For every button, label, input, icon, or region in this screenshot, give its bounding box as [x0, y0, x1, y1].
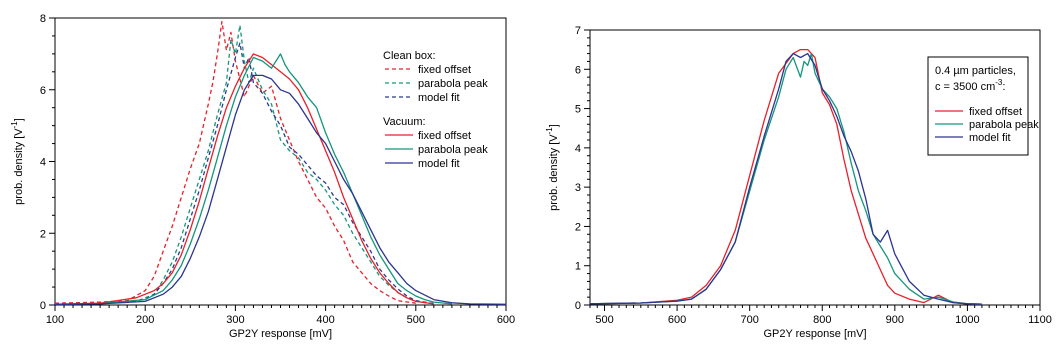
legend-entry-label: parabola peak: [418, 144, 488, 156]
legend-entry-label: parabola peak: [418, 78, 488, 90]
series-line-vacuum-fixed-offset: [54, 53, 434, 305]
legend-header-sup: -3: [995, 78, 1003, 87]
y-tick-label: 4: [575, 143, 581, 155]
legend-entry-label: parabola peak: [969, 119, 1039, 131]
legend-box: [927, 56, 1029, 156]
y-tick-label: 6: [575, 64, 581, 76]
x-tick-label: 200: [136, 314, 154, 326]
series-line-model-fit: [589, 52, 982, 305]
legend-entry-label: model fit: [418, 92, 460, 104]
x-tick-label: 1000: [955, 314, 979, 326]
x-tick-label: 600: [497, 314, 515, 326]
legend-header-line1: 0.4 µm particles,: [935, 65, 1016, 77]
y-tick-label: 5: [575, 104, 581, 116]
y-tick-label: 3: [575, 182, 581, 194]
legend-group-title: Vacuum:: [383, 116, 426, 128]
x-tick-label: 300: [226, 314, 244, 326]
legend-entry-label: fixed offset: [418, 130, 471, 142]
x-axis-label: GP2Y response [mV]: [229, 328, 332, 340]
legend-group-title: Clean box:: [383, 50, 436, 62]
y-axis-label: prob. density [V-1]: [545, 124, 560, 211]
legend-header-colon: :: [1002, 81, 1005, 93]
series-line-clean-box-model-fit: [54, 42, 434, 305]
x-tick-label: 500: [407, 314, 425, 326]
y-axis-label-end: ]: [548, 124, 560, 127]
series-line-clean-box-fixed-offset: [54, 20, 416, 304]
legend-entry-label: model fit: [969, 132, 1011, 144]
y-tick-label: 2: [40, 228, 46, 240]
x-tick-label: 500: [595, 314, 613, 326]
legend-entry-label: model fit: [418, 158, 460, 170]
x-tick-label: 900: [886, 314, 904, 326]
x-axis-label: GP2Y response [mV]: [763, 328, 866, 340]
y-tick-label: 7: [575, 25, 581, 37]
y-axis-label-end: ]: [13, 118, 25, 121]
y-tick-label: 2: [575, 221, 581, 233]
legend-entry-label: fixed offset: [969, 106, 1022, 118]
legend-header-text: c = 3500 cm: [935, 81, 995, 93]
y-axis-label: prob. density [V-1]: [10, 118, 25, 205]
y-tick-label: 8: [40, 13, 46, 25]
y-tick-label: 4: [40, 157, 46, 169]
series-line-parabola-peak: [589, 52, 982, 305]
right-chart: 500 600 700 800 900 1000 1100 0 1 2 3 4 5 6 7 GP2Y resp…: [545, 25, 1052, 340]
x-tick-label: 800: [813, 314, 831, 326]
x-tick-label: 600: [668, 314, 686, 326]
legend-entry-label: fixed offset: [418, 64, 471, 76]
x-tick-label: 700: [740, 314, 758, 326]
y-tick-label: 0: [40, 300, 46, 312]
series-line-clean-box-parabola-peak: [54, 24, 434, 305]
x-tick-label: 100: [46, 314, 64, 326]
y-axis-label-base: prob. density [V: [13, 128, 25, 205]
y-axis-label-base: prob. density [V: [548, 134, 560, 211]
x-tick-label: 400: [316, 314, 334, 326]
x-tick-label: 1100: [1028, 314, 1052, 326]
y-tick-label: 6: [40, 85, 46, 97]
left-chart: 100 200 300 400 500 600 0 2 4 6 8 GP2Y response [mV…: [10, 13, 515, 340]
series-line-vacuum-model-fit: [54, 74, 507, 305]
y-axis-label-sup: -1: [545, 127, 554, 135]
series-line-fixed-offset: [589, 48, 982, 305]
y-axis-label-sup: -1: [10, 121, 19, 129]
y-tick-label: 0: [575, 300, 581, 312]
legend-header-line2: c = 3500 cm-3:: [935, 78, 1005, 93]
y-tick-label: 1: [575, 261, 581, 273]
series-line-vacuum-parabola-peak: [54, 53, 452, 305]
